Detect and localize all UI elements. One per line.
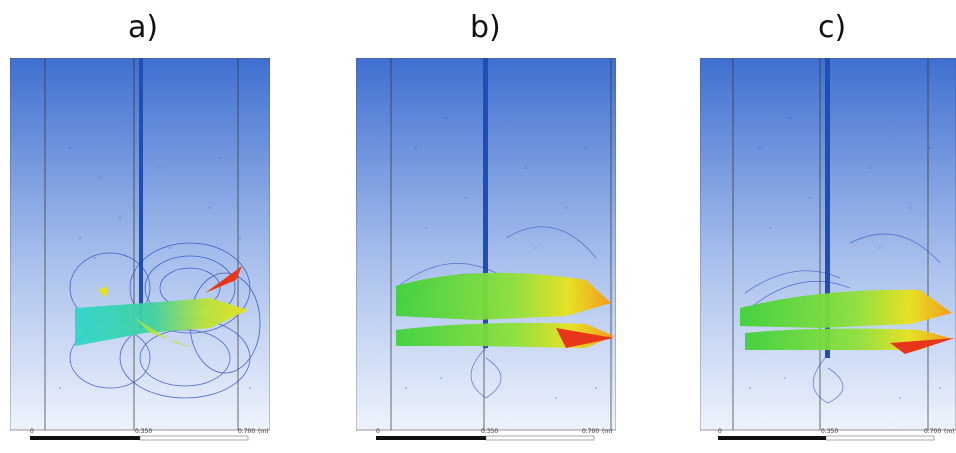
- velocity-vector-plot-b: 0 0.350 0.700 (m): [356, 58, 616, 441]
- scale-unit: (m): [602, 428, 613, 435]
- scale-bar-dark: [30, 436, 140, 440]
- recirculation-loops: [744, 233, 941, 404]
- scale-bar-dark: [718, 436, 826, 440]
- scale-bar-light: [139, 435, 249, 441]
- vector-dots: [749, 117, 941, 399]
- scale-bar-light: [825, 435, 935, 441]
- tank-outline: [10, 58, 270, 431]
- scale-end: 0.700: [582, 428, 599, 435]
- scale-bar-dark: [376, 436, 486, 440]
- flow-panel-b: 0 0.350 0.700 (m): [356, 58, 616, 443]
- impeller-jet-upper: [740, 289, 952, 328]
- impeller-shaft: [825, 58, 830, 358]
- panel-label-c: c): [818, 10, 847, 45]
- high-velocity-tip: [205, 266, 242, 293]
- scale-unit: (m): [944, 428, 955, 435]
- impeller-jet-upper: [396, 272, 611, 320]
- tank-outline: [700, 58, 956, 431]
- tank-outline: [356, 58, 616, 431]
- velocity-vector-plot-c: 0 0.350 0.700 (m): [700, 58, 956, 441]
- vector-dots: [405, 117, 597, 399]
- scale-mid: 0.350: [821, 428, 838, 435]
- scale-end: 0.700: [238, 428, 255, 435]
- impeller-shaft: [139, 58, 143, 328]
- scale-start: 0: [30, 428, 34, 435]
- scale-mid: 0.350: [481, 428, 498, 435]
- flow-panel-a: 0 0.350 0.700 (m): [10, 58, 270, 443]
- impeller-jet: [75, 298, 248, 346]
- flow-panel-c: 0 0.350 0.700 (m): [700, 58, 956, 443]
- velocity-vector-plot-a: 0 0.350 0.700 (m): [10, 58, 270, 441]
- panel-label-b: b): [470, 10, 501, 45]
- impeller-shaft: [483, 58, 488, 348]
- scale-mid: 0.350: [135, 428, 152, 435]
- high-velocity-tip: [890, 338, 955, 354]
- panel-label-a: a): [128, 10, 159, 45]
- scale-start: 0: [718, 428, 722, 435]
- scale-bar-light: [485, 435, 595, 441]
- scale-unit: (m): [258, 428, 269, 435]
- vector-dots: [59, 147, 251, 389]
- scale-start: 0: [376, 428, 380, 435]
- high-velocity-tip: [556, 328, 614, 348]
- jet-fragment: [98, 286, 108, 298]
- scale-end: 0.700: [924, 428, 941, 435]
